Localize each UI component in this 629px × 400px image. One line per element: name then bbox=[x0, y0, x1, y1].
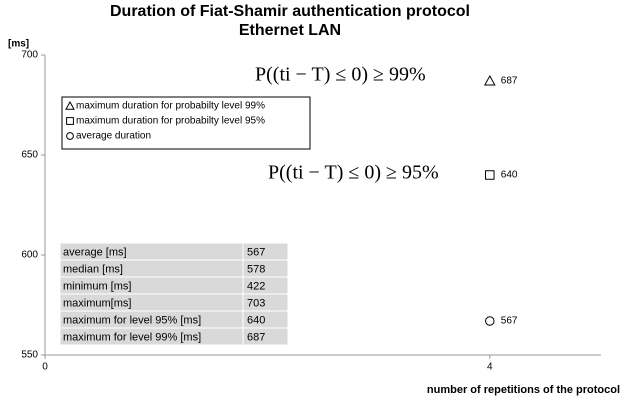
table-value: 567 bbox=[247, 246, 265, 258]
legend-box bbox=[61, 96, 311, 150]
legend-symbol bbox=[65, 100, 75, 110]
chart-title: Duration of Fiat-Shamir authentication p… bbox=[110, 3, 470, 20]
data-label: 640 bbox=[501, 170, 518, 181]
y-tick-label: 700 bbox=[21, 50, 38, 61]
table-value: 703 bbox=[247, 297, 265, 309]
legend-label: maximum duration for probabilty level 99… bbox=[76, 101, 265, 112]
y-axis-label: [ms] bbox=[8, 39, 29, 50]
x-axis-label: number of repetitions of the protocol bbox=[427, 384, 620, 396]
x-tick-label: 4 bbox=[487, 362, 493, 373]
table-value: 578 bbox=[247, 263, 265, 275]
table-label: minimum [ms] bbox=[63, 280, 131, 292]
table-value: 687 bbox=[247, 331, 265, 343]
table-label: maximum[ms] bbox=[63, 297, 131, 309]
legend-symbol bbox=[66, 132, 74, 140]
legend-label: average duration bbox=[76, 131, 151, 142]
point bbox=[485, 316, 495, 326]
annotation: P((ti − T) ≤ 0) ≥ 99% bbox=[255, 64, 426, 86]
table-cell bbox=[242, 327, 289, 346]
legend-label: maximum duration for probabilty level 95… bbox=[76, 116, 265, 127]
table-label: average [ms] bbox=[63, 246, 127, 258]
legend-symbol bbox=[66, 117, 74, 125]
table-value: 640 bbox=[247, 314, 265, 326]
data-label: 687 bbox=[501, 76, 518, 87]
chart-subtitle: Ethernet LAN bbox=[239, 22, 341, 39]
table-label: maximum for level 99% [ms] bbox=[63, 331, 201, 343]
y-tick-label: 650 bbox=[21, 150, 38, 161]
annotation: P((ti − T) ≤ 0) ≥ 95% bbox=[268, 162, 439, 184]
point bbox=[483, 74, 496, 86]
x-tick-label: 0 bbox=[42, 362, 48, 373]
table-value: 422 bbox=[247, 280, 265, 292]
table-label: maximum for level 95% [ms] bbox=[63, 314, 201, 326]
y-tick-label: 550 bbox=[21, 350, 38, 361]
y-tick-label: 600 bbox=[21, 250, 38, 261]
data-label: 567 bbox=[501, 316, 518, 327]
point bbox=[485, 170, 495, 180]
table-label: median [ms] bbox=[63, 263, 123, 275]
